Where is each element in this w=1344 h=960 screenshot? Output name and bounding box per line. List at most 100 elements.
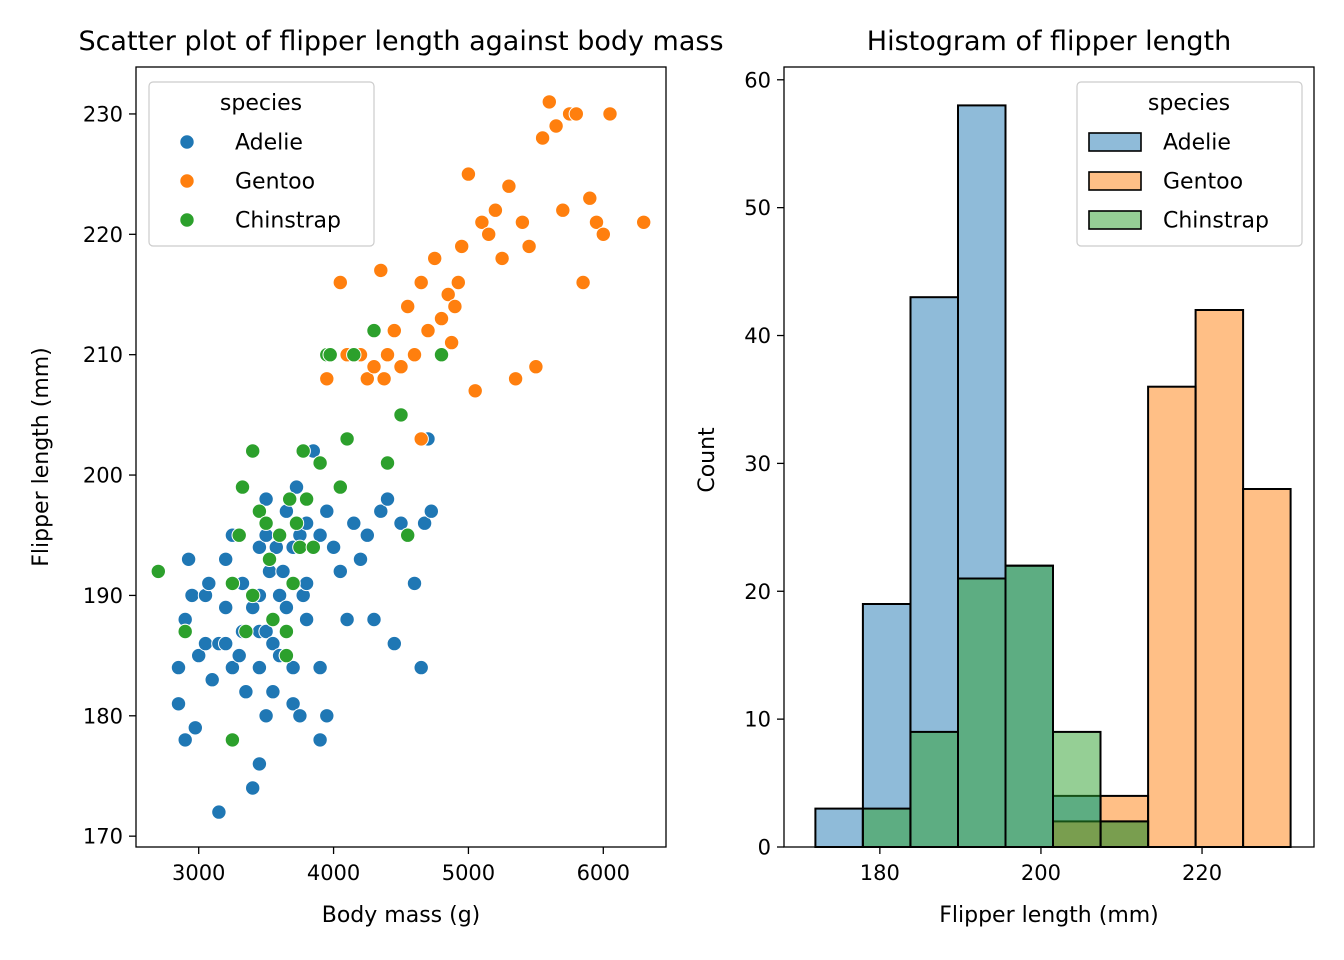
scatter-point-chinstrap (238, 623, 254, 640)
scatter-point-gentoo (359, 371, 375, 387)
scatter-axes-frame (135, 66, 667, 848)
scatter-point-chinstrap (339, 431, 355, 447)
scatter-point-adelie (258, 491, 274, 507)
scatter-point-chinstrap (261, 551, 278, 567)
scatter-point-gentoo (582, 190, 598, 206)
scatter-point-adelie (298, 575, 315, 592)
scatter-legend: species Adelie Gentoo Chinstrap (148, 81, 375, 247)
scatter-point-adelie (258, 623, 274, 640)
scatter-point-adelie (251, 659, 268, 676)
scatter-point-adelie (366, 611, 382, 628)
scatter-point-adelie (184, 587, 200, 604)
scatter-point-adelie (406, 575, 423, 592)
scatter-point-gentoo (393, 359, 409, 375)
scatter-point-gentoo (454, 238, 470, 255)
scatter-point-gentoo (447, 298, 463, 315)
scatter-point-chinstrap (177, 623, 193, 640)
scatter-point-gentoo (568, 106, 584, 122)
scatter-point-chinstrap (278, 623, 295, 640)
scatter-point-chinstrap (400, 527, 416, 543)
scatter-point-gentoo (541, 94, 557, 110)
scatter-y-tick-label: 200 (83, 464, 123, 488)
scatter-legend-label-chinstrap: Chinstrap (235, 209, 341, 234)
scatter-point-adelie (197, 635, 214, 652)
scatter-point-adelie (218, 635, 234, 652)
scatter-point-gentoo (413, 274, 429, 291)
scatter-point-gentoo (528, 359, 544, 375)
scatter-x-tick-label: 3000 (172, 861, 225, 885)
histogram-bar-gentoo (1147, 385, 1197, 848)
scatter-point-adelie (312, 659, 328, 676)
histogram-legend-label-gentoo: Gentoo (1163, 170, 1243, 195)
scatter-point-adelie (218, 599, 234, 616)
scatter-point-chinstrap (285, 575, 301, 592)
scatter-point-chinstrap (224, 575, 241, 592)
scatter-point-chinstrap (346, 347, 362, 363)
histogram-bar-gentoo (1242, 488, 1292, 848)
histogram-bar-chinstrap (909, 730, 959, 849)
histogram-y-tick-label: 30 (744, 452, 771, 476)
histogram-bar-chinstrap (1099, 820, 1150, 849)
scatter-point-gentoo (386, 322, 402, 339)
scatter-point-adelie (231, 647, 247, 664)
scatter-point-adelie (416, 515, 433, 531)
scatter-point-adelie (265, 684, 281, 700)
histogram-y-tick-label: 0 (758, 836, 771, 860)
scatter-point-chinstrap (298, 491, 315, 507)
histogram-y-tick-label: 60 (744, 68, 771, 92)
scatter-point-adelie (423, 503, 439, 519)
scatter-point-chinstrap (265, 611, 281, 628)
scatter-point-chinstrap (258, 515, 274, 531)
scatter-point-gentoo (588, 214, 605, 231)
scatter-point-gentoo (481, 226, 497, 243)
scatter-point-gentoo (440, 286, 456, 303)
scatter-point-adelie (265, 635, 281, 652)
scatter-y-tick-label: 190 (83, 584, 123, 608)
scatter-point-chinstrap (271, 527, 288, 543)
scatter-point-adelie (191, 647, 207, 664)
scatter-point-adelie (278, 599, 295, 616)
histogram-panel: Histogram of flipper length 180 200 220 0 1… (695, 26, 1315, 928)
histogram-bar-chinstrap (957, 577, 1007, 848)
histogram-axes-frame (783, 66, 1315, 848)
scatter-point-adelie (319, 708, 335, 724)
scatter-point-chinstrap (332, 479, 348, 495)
histogram-bar-chinstrap (861, 807, 912, 848)
histogram-bar-chinstrap (1004, 564, 1054, 848)
scatter-y-tick-label: 220 (83, 223, 123, 247)
scatter-point-adelie (346, 515, 362, 531)
scatter-point-adelie (379, 491, 396, 507)
scatter-point-chinstrap (305, 539, 321, 555)
scatter-point-adelie (373, 503, 389, 519)
histogram-x-label: Flipper length (mm) (939, 903, 1159, 928)
histogram-legend: species Adelie Gentoo Chinstrap (1076, 81, 1303, 247)
histogram-y-tick-label: 10 (744, 708, 771, 732)
histogram-legend-box (1076, 81, 1303, 247)
scatter-point-chinstrap (312, 455, 328, 471)
scatter-legend-label-gentoo: Gentoo (235, 170, 315, 195)
histogram-legend-label-adelie: Adelie (1163, 131, 1231, 156)
scatter-point-gentoo (487, 202, 504, 218)
scatter-point-gentoo (467, 383, 483, 399)
scatter-legend-box (148, 81, 375, 247)
scatter-y-axis: 170 180 190 200 210 220 230 (83, 102, 136, 849)
scatter-point-chinstrap (150, 563, 167, 580)
scatter-point-adelie (312, 527, 328, 543)
scatter-point-gentoo (376, 371, 392, 387)
scatter-point-adelie (258, 708, 274, 724)
scatter-point-adelie (238, 684, 254, 700)
scatter-y-tick-label: 180 (83, 704, 123, 728)
scatter-point-chinstrap (295, 443, 311, 459)
scatter-point-adelie (251, 539, 268, 555)
scatter-point-gentoo (443, 334, 460, 351)
scatter-point-gentoo (534, 130, 551, 146)
scatter-legend-title: species (220, 91, 302, 116)
scatter-point-adelie (393, 515, 409, 531)
scatter-x-axis: 3000 4000 5000 6000 (172, 847, 630, 885)
scatter-point-adelie (211, 804, 227, 820)
scatter-point-gentoo (379, 347, 396, 363)
scatter-point-chinstrap (366, 322, 382, 339)
histogram-legend-title: species (1148, 91, 1230, 116)
scatter-point-adelie (187, 720, 204, 736)
